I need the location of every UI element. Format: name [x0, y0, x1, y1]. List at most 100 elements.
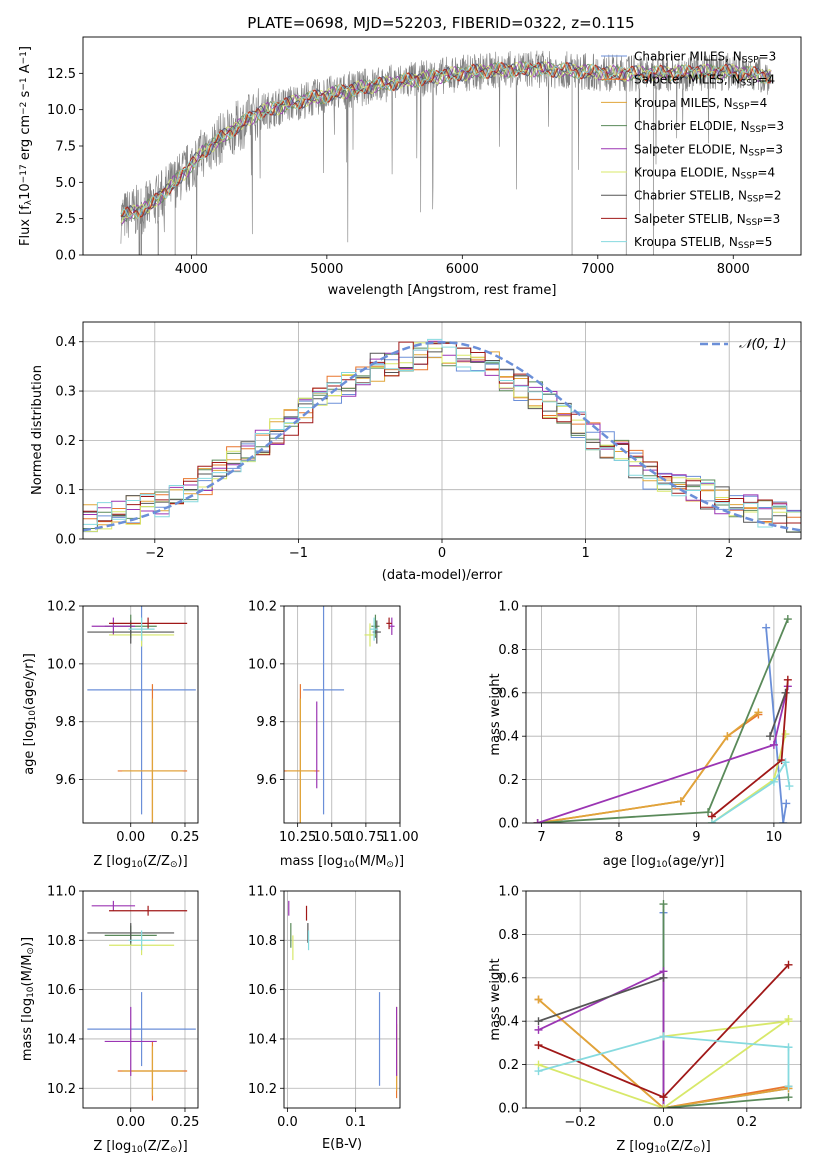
- axes-residuals: −2 −1 0 1 2 0.0 0.1 0.2 0.3 0.4 𝒩(0, 1) (data-model…: [30, 321, 802, 583]
- x-tick-label: 0.2: [736, 1115, 757, 1130]
- weight-marker: [704, 808, 713, 817]
- label-part: Chabrier MILES, N: [634, 50, 742, 64]
- x-tick-label: −1: [289, 546, 308, 561]
- y-tick-label: 0.0: [55, 533, 76, 548]
- y-tick-label: 9.6: [256, 773, 277, 788]
- label-part: 10: [28, 710, 38, 722]
- label-part: Chabrier STELIB, N: [634, 189, 747, 203]
- axes-frame: [525, 890, 802, 1109]
- y-tick-label: 0.8: [498, 643, 519, 658]
- x-axis-label: Z [log10(Z/Z⊙)]: [93, 1139, 187, 1155]
- x-tick-label: 6000: [446, 262, 479, 277]
- x-tick-label: 8: [615, 830, 623, 845]
- label-part: SSP: [742, 56, 759, 66]
- y-tick-label: 10.6: [47, 983, 76, 998]
- label-part: Z [log: [616, 1139, 654, 1154]
- plot-area-weight_vs_Z: [534, 900, 793, 1108]
- weight-marker: [659, 1104, 668, 1108]
- y-tick-label: 0.4: [498, 730, 519, 745]
- label-part: SSP: [741, 79, 758, 89]
- axes-age_vs_Z: 0.00 0.259.69.810.010.2Z [log10(Z/Z⊙)]age…: [22, 600, 199, 871]
- plot-layer: 4000 5000 6000 7000 80000.02.55.07.510.012.5…: [18, 36, 802, 1156]
- label-part: (M/M: [355, 854, 387, 869]
- label-part: 10: [18, 183, 33, 200]
- label-part: SSP: [733, 102, 750, 112]
- x-tick-label: 9: [692, 830, 700, 845]
- weight-marker: [781, 758, 790, 767]
- weight-line-kroupa_stelib: [538, 1035, 790, 1087]
- legend-label: Salpeter STELIB, NSSP=3: [634, 212, 780, 228]
- x-axis-label: Z [log10(Z/Z⊙)]: [616, 1139, 710, 1155]
- label-part: )]: [701, 1139, 711, 1154]
- model-fit-salpeter_stelib: [120, 61, 772, 218]
- weight-marker: [784, 1082, 793, 1091]
- x-tick-label: −2: [145, 546, 164, 561]
- y-tick-label: 2.5: [55, 212, 76, 227]
- label-part: Salpeter STELIB, N: [634, 212, 746, 226]
- label-part: 10: [26, 986, 36, 998]
- y-tick-label: 10.2: [47, 1082, 76, 1097]
- y-tick-label: 7.5: [55, 140, 76, 155]
- label-part: erg cm: [18, 115, 33, 164]
- label-part: λ: [24, 199, 34, 205]
- weight-marker: [534, 1041, 543, 1050]
- label-part: Z [log: [93, 854, 131, 869]
- plot-area-age_vs_mass: [284, 606, 395, 823]
- y-tick-label: 0.1: [55, 483, 76, 498]
- legend-label: Salpeter MILES, NSSP=4: [634, 73, 775, 89]
- x-tick-label: 0.0: [277, 1115, 298, 1130]
- weight-line-kroupa_miles: [537, 998, 789, 1108]
- weight-line-salpeter_elodie: [537, 686, 789, 823]
- label-part: Z [log: [93, 1139, 131, 1154]
- label-part: ⊙: [26, 947, 36, 955]
- legend-label: Kroupa ELODIE, NSSP=4: [634, 166, 775, 182]
- label-part: (Z/Z: [666, 1139, 693, 1154]
- label-part: −1: [19, 51, 29, 64]
- y-tick-label: 5.0: [55, 176, 76, 191]
- label-part: ]: [18, 46, 33, 51]
- plot-area-weight_vs_age: [533, 615, 794, 823]
- label-part: −2: [19, 102, 29, 115]
- label-part: Salpeter ELODIE, N: [634, 142, 748, 156]
- plot-area-mass_vs_Z: [87, 900, 196, 1101]
- y-tick-label: 10.6: [248, 983, 277, 998]
- label-part: =4: [757, 166, 775, 180]
- label-part: =3: [766, 119, 784, 133]
- weight-marker: [779, 819, 788, 823]
- x-tick-label: 2: [725, 546, 733, 561]
- x-tick-label: 0.1: [345, 1115, 366, 1130]
- label-part: −17: [19, 164, 29, 183]
- label-part: )]: [20, 937, 35, 947]
- weight-marker: [659, 1093, 668, 1102]
- axes-mass_vs_ebv: 0.0 0.1 10.2 10.4 10.6 10.8 11.0 E(B-V): [248, 885, 401, 1152]
- y-tick-label: 0.4: [55, 335, 76, 350]
- weight-marker: [762, 623, 771, 632]
- label-part: mass [log: [280, 854, 343, 869]
- weight-marker: [766, 732, 775, 741]
- label-part: 10: [654, 1145, 666, 1155]
- label-part: ⊙: [693, 1145, 701, 1155]
- axes-frame: [82, 36, 802, 256]
- x-tick-label: 0.00: [116, 1115, 145, 1130]
- weight-marker: [754, 708, 763, 717]
- weight-marker: [784, 960, 793, 969]
- label-part: =3: [759, 50, 777, 64]
- x-tick-label: 10.50: [313, 830, 350, 845]
- plot-area-residuals: [83, 338, 801, 539]
- x-tick-label: 10: [766, 830, 783, 845]
- y-tick-label: 10.2: [248, 600, 277, 615]
- label-part: )]: [178, 1139, 188, 1154]
- axes-frame: [283, 890, 401, 1109]
- y-tick-label: 10.0: [248, 657, 277, 672]
- weight-marker: [784, 1043, 793, 1052]
- x-tick-label: 10.25: [279, 830, 316, 845]
- label-part: Kroupa STELIB, N: [634, 235, 738, 249]
- weight-line-salpeter_elodie: [538, 969, 665, 1108]
- model-fit-kroupa_elodie: [120, 60, 772, 224]
- y-tick-label: 10.4: [47, 1032, 76, 1047]
- weight-marker: [659, 973, 668, 982]
- label-part: A: [18, 64, 33, 77]
- legend-label: Chabrier STELIB, NSSP=2: [634, 189, 782, 205]
- y-tick-label: 0.4: [498, 1015, 519, 1030]
